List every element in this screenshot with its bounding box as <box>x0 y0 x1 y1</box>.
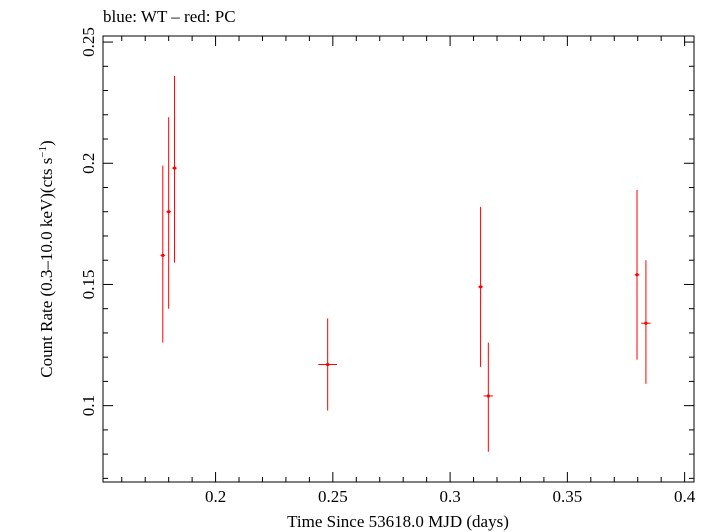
x-tick-label: 0.2 <box>205 487 226 506</box>
x-tick-label: 0.3 <box>439 487 460 506</box>
y-tick-label: 0.2 <box>79 153 98 174</box>
data-point <box>166 117 172 309</box>
data-point <box>318 318 338 411</box>
data-point-marker <box>486 394 490 398</box>
x-tick-label: 0.25 <box>318 487 348 506</box>
x-tick-label: 0.4 <box>674 487 696 506</box>
y-tick-labels: 0.1 0.15 0.2 0.25 <box>79 27 98 416</box>
data-point <box>634 189 640 360</box>
axis-ticks <box>103 36 694 482</box>
data-point-marker <box>478 285 483 289</box>
data-point-marker <box>167 210 171 214</box>
data-point-marker <box>644 321 648 325</box>
y-axis-label-sup: −1 <box>37 146 49 158</box>
x-tick-label: 0.35 <box>552 487 582 506</box>
data-point-marker <box>172 166 177 170</box>
x-axis-label: Time Since 53618.0 MJD (days) <box>287 512 509 531</box>
y-axis-label-end: ) <box>37 140 56 146</box>
x-tick-labels: 0.2 0.25 0.3 0.35 0.4 <box>205 487 696 506</box>
data-point <box>160 165 166 343</box>
data-point-marker <box>326 362 330 367</box>
data-point-marker <box>635 273 639 277</box>
y-tick-label: 0.15 <box>79 270 98 300</box>
plot-frame <box>102 35 695 483</box>
chart-title: blue: WT – red: PC <box>103 7 236 26</box>
data-points <box>160 75 651 452</box>
y-tick-label: 0.25 <box>79 27 98 57</box>
y-axis-label: Count Rate (0.3–10.0 keV)(cts s−1) <box>37 140 56 377</box>
data-point <box>172 75 177 263</box>
data-point-marker <box>161 253 165 257</box>
y-axis-label-main: Count Rate (0.3–10.0 keV)(cts s <box>37 158 56 378</box>
y-tick-label: 0.1 <box>79 395 98 416</box>
data-point <box>641 260 651 384</box>
data-point <box>483 342 494 452</box>
data-point <box>478 206 483 367</box>
